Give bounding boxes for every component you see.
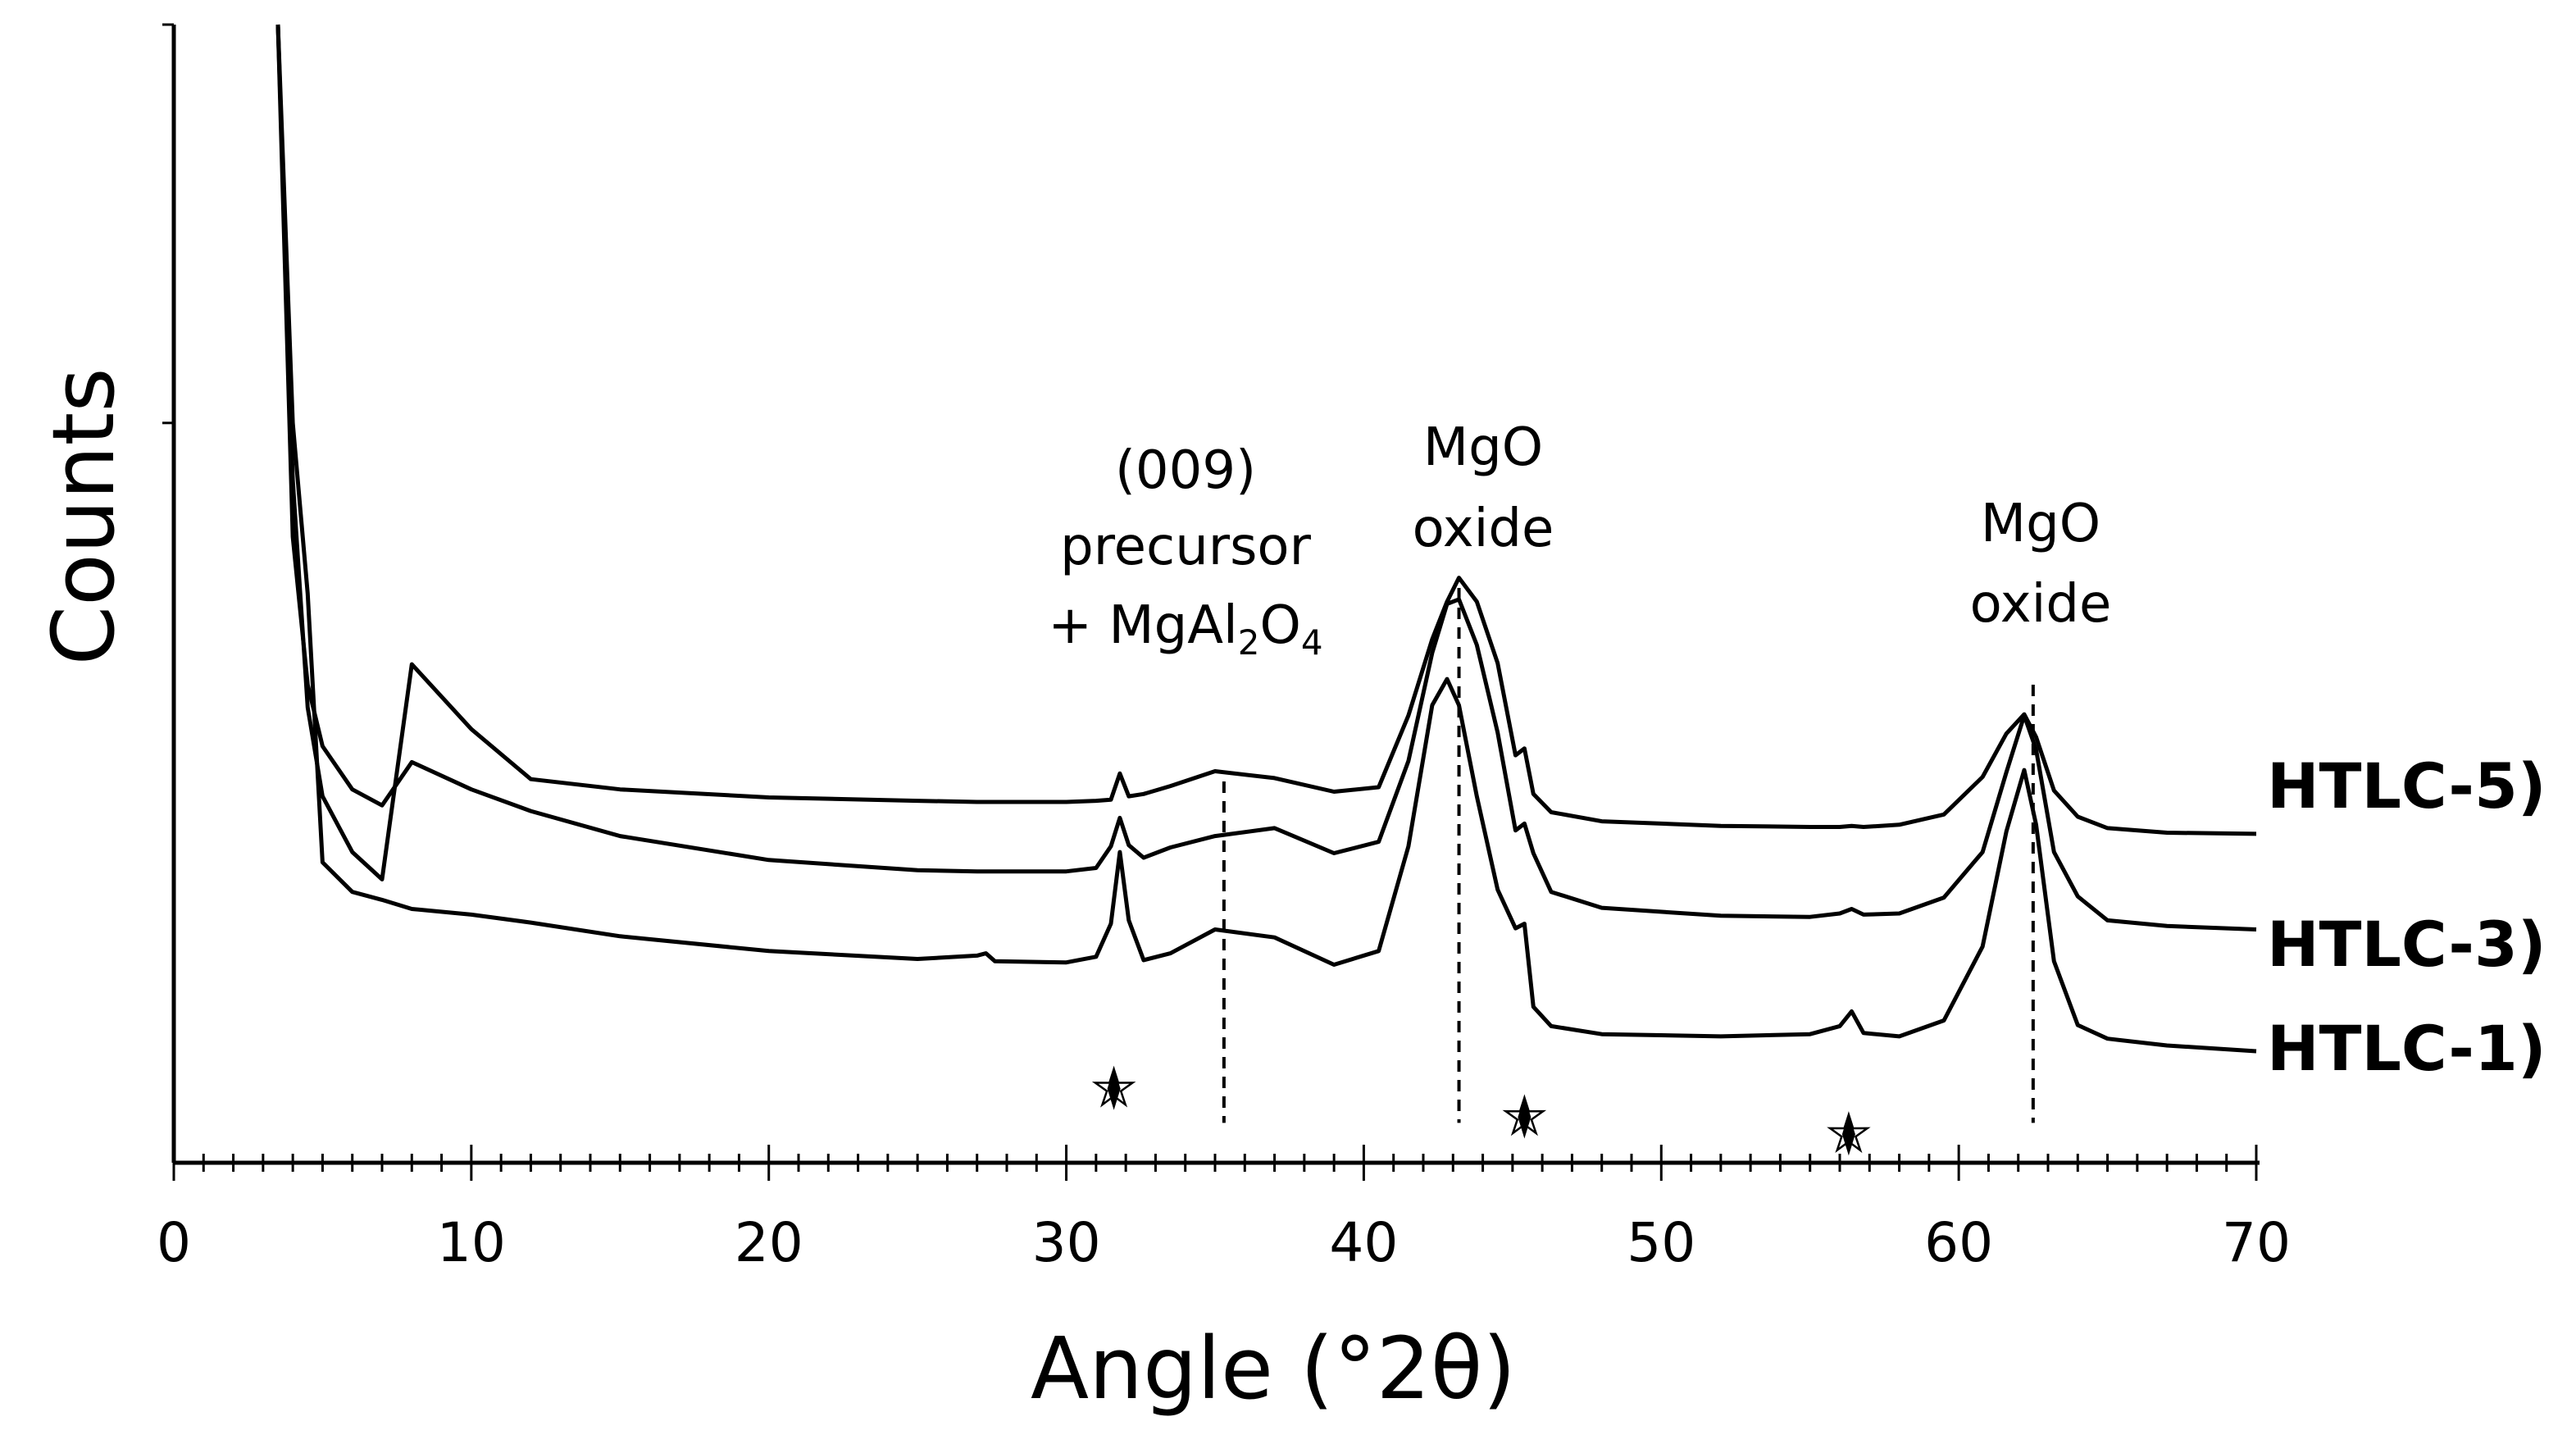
series-traces	[275, 24, 2257, 1054]
annotation-mgal2o4-sub-4: 4	[1301, 622, 1323, 663]
x-tick-label: 60	[1924, 1211, 1993, 1274]
reference-lines	[1222, 588, 2035, 1123]
x-tick-label: 40	[1329, 1211, 1398, 1274]
x-tick-label: 10	[437, 1211, 506, 1274]
diamond-marker	[1841, 1113, 1855, 1156]
series-label-htlc-3: HTLC-3)	[2267, 908, 2546, 981]
x-axis-label: Angle (°2θ)	[1031, 1319, 1516, 1419]
series-line-htlc-3	[275, 24, 2257, 932]
series-line-htlc-5	[275, 24, 2257, 881]
annotation-mgal2o4-o: O	[1260, 595, 1301, 656]
annotation-oxide-2: oxide	[1970, 574, 2112, 635]
y-axis-ticks	[162, 23, 174, 425]
annotation-precursor: precursor	[1060, 517, 1311, 577]
annotation-mgal2o4-sub-2: 2	[1238, 622, 1260, 663]
x-axis-ticks	[172, 1145, 2258, 1181]
annotation-mgal2o4-main: + MgAl	[1048, 595, 1237, 656]
series-line-htlc-1	[275, 24, 2257, 1054]
x-tick-label: 20	[735, 1211, 803, 1274]
diamond-marker	[1518, 1096, 1531, 1139]
annotation-mgo-1: MgO	[1423, 417, 1543, 478]
x-tick-label: 30	[1032, 1211, 1101, 1274]
x-tick-label: 50	[1627, 1211, 1695, 1274]
star-markers	[1091, 1065, 1871, 1156]
x-tick-label: 0	[157, 1211, 191, 1274]
diamond-marker	[1107, 1067, 1121, 1110]
series-label-htlc-5: HTLC-5)	[2267, 749, 2546, 822]
series-label-htlc-1: HTLC-1)	[2267, 1012, 2546, 1085]
x-tick-label: 70	[2222, 1211, 2291, 1274]
annotation-009: (009)	[1115, 440, 1256, 501]
y-axis-label: Counts	[34, 367, 134, 665]
annotation-mgal2o4: + MgAl2O4	[1048, 595, 1322, 663]
annotation-oxide-1: oxide	[1413, 499, 1554, 559]
annotation-mgo-2: MgO	[1981, 494, 2100, 554]
x-axis-tick-labels: 0 10 20 30 40 50 60 70	[157, 1211, 2291, 1274]
